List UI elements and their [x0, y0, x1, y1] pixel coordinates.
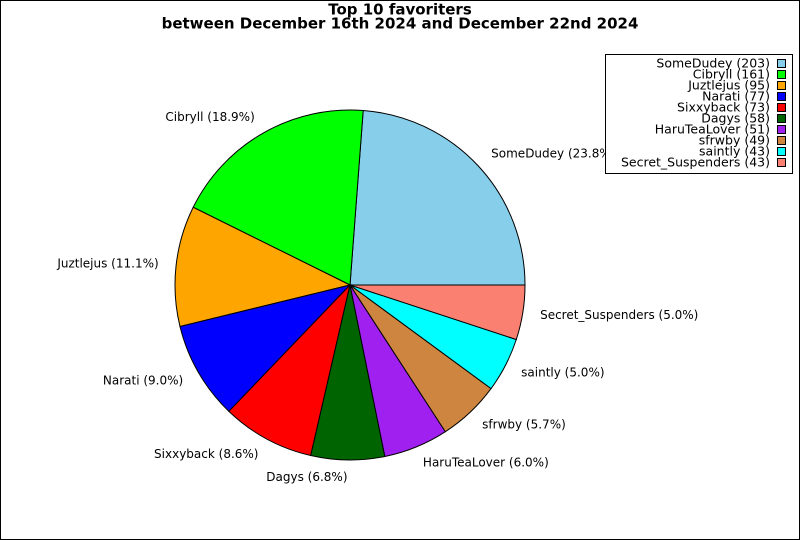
slice-label: Cibryll (18.9%): [165, 110, 254, 124]
legend-swatch: [777, 147, 786, 156]
legend-swatch: [777, 81, 786, 90]
legend-label: saintly (43): [699, 144, 770, 159]
pie-slice: [179, 284, 352, 413]
legend-label: Dagys (58): [701, 111, 770, 126]
slice-label: Sixxyback (8.6%): [154, 447, 258, 461]
pie-slice: [174, 206, 352, 328]
pie-slice: [192, 109, 364, 286]
legend-swatch: [777, 70, 786, 79]
legend-swatch: [777, 59, 786, 68]
chart-subtitle: between December 16th 2024 and December …: [162, 15, 639, 33]
legend-box: [605, 54, 793, 174]
slice-label: Dagys (6.8%): [266, 470, 347, 484]
slice-label: sfrwby (5.7%): [482, 417, 566, 431]
slice-label: saintly (5.0%): [521, 366, 604, 380]
legend-swatch: [777, 125, 786, 134]
legend-label: HaruTeaLover (51): [655, 122, 770, 137]
legend-label: Narati (77): [702, 89, 770, 104]
legend-swatch: [777, 103, 786, 112]
legend-label: Secret_Suspenders (43): [621, 155, 770, 170]
legend-label: Cibryll (161): [693, 67, 770, 82]
pie-slice: [228, 283, 351, 457]
slice-label: Juztlejus (11.1%): [56, 256, 158, 270]
slice-label: Secret_Suspenders (5.0%): [540, 308, 698, 322]
legend-swatch: [777, 158, 786, 167]
pie-slice: [349, 109, 526, 286]
slice-label: SomeDudey (23.8%): [491, 147, 615, 161]
legend-label: Juztlejus (95): [687, 78, 770, 93]
legend-label: Sixxyback (73): [677, 100, 770, 115]
legend-label: sfrwby (49): [699, 133, 770, 148]
legend-swatch: [777, 114, 786, 123]
legend-label: SomeDudey (203): [656, 56, 770, 71]
pie-slice: [349, 284, 526, 341]
legend-swatch: [777, 92, 786, 101]
slice-label: Narati (9.0%): [103, 374, 183, 388]
chart-title: Top 10 favoriters: [328, 1, 472, 19]
legend-swatch: [777, 136, 786, 145]
slice-label: HaruTeaLover (6.0%): [423, 456, 549, 470]
